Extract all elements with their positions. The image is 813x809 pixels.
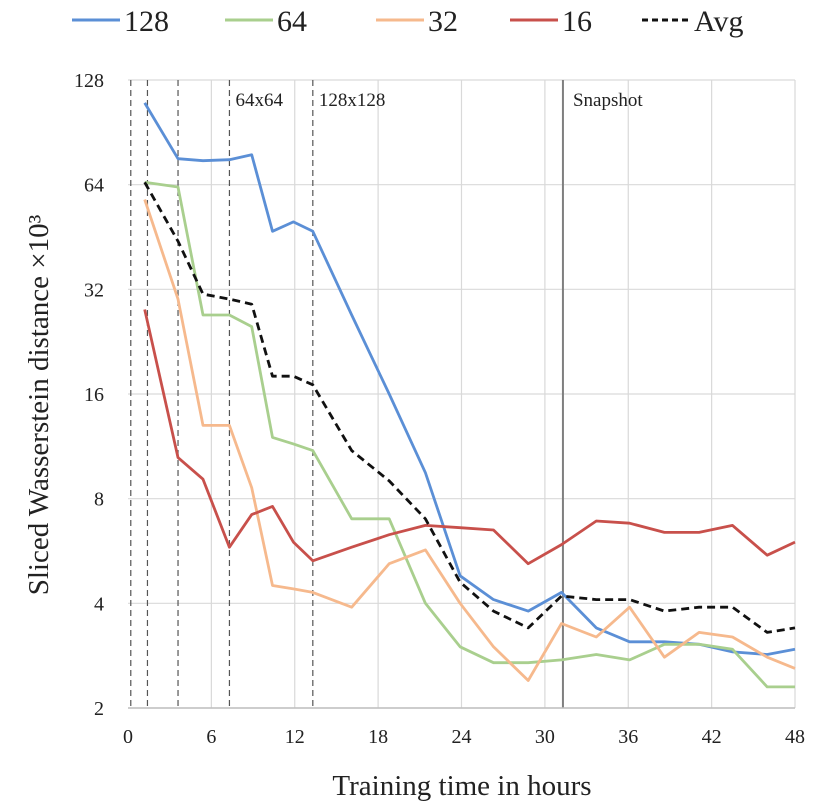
y-tick-label: 128 — [74, 70, 104, 92]
legend-label-16: 16 — [562, 5, 592, 38]
resolution-markers: 64x64 128x128 Snapshot — [130, 80, 643, 708]
y-tick-label: 2 — [94, 698, 104, 720]
resolution-label: 64x64 — [235, 90, 283, 111]
series-lines — [143, 102, 796, 689]
x-tick-label: 36 — [618, 726, 638, 748]
x-axis-title: Training time in hours — [332, 770, 591, 802]
y-tick-label: 64 — [84, 175, 104, 197]
y-tick-label: 4 — [94, 593, 104, 615]
x-tick-label: 0 — [123, 726, 133, 748]
y-tick-label: 16 — [84, 384, 104, 406]
series-line-16 — [143, 309, 796, 566]
series-line-avg — [143, 181, 796, 634]
series-line-64 — [144, 180, 795, 689]
x-tick-label: 24 — [452, 726, 472, 748]
y-axis-title: Sliced Wasserstein distance ×10³ — [23, 214, 55, 595]
legend-label-64: 64 — [277, 5, 307, 38]
grid — [128, 79, 796, 709]
y-tick-label: 8 — [94, 489, 104, 511]
x-tick-label: 42 — [702, 726, 722, 748]
x-tick-label: 6 — [206, 726, 216, 748]
x-tick-label: 18 — [368, 726, 388, 748]
series-line-128 — [143, 102, 796, 656]
x-tick-label: 48 — [785, 726, 805, 748]
x-tick-label: 30 — [535, 726, 555, 748]
legend-label-avg: Avg — [694, 5, 743, 38]
series-line-32 — [143, 199, 796, 682]
snapshot-label: Snapshot — [573, 90, 643, 111]
resolution-label: 128x128 — [319, 90, 386, 111]
x-tick-label: 12 — [285, 726, 305, 748]
y-tick-label: 32 — [84, 279, 104, 301]
legend-label-128: 128 — [124, 5, 169, 38]
legend: 128 64 32 16 Avg — [72, 5, 743, 38]
legend-label-32: 32 — [428, 5, 458, 38]
